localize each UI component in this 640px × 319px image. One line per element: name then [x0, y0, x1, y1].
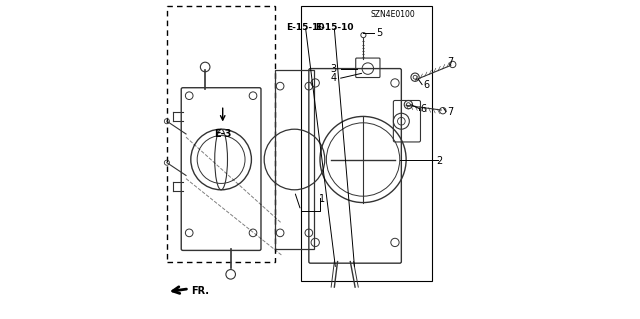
- Text: 7: 7: [447, 57, 454, 67]
- Text: 6: 6: [420, 104, 427, 114]
- Text: E-15-10: E-15-10: [315, 23, 354, 32]
- Text: 6: 6: [424, 80, 430, 91]
- Text: 4: 4: [330, 73, 337, 83]
- Text: 1: 1: [319, 194, 324, 204]
- Text: 3: 3: [330, 63, 337, 74]
- Text: 2: 2: [436, 156, 443, 166]
- Text: FR.: FR.: [191, 286, 209, 296]
- Text: 7: 7: [447, 107, 454, 117]
- Text: E-3: E-3: [214, 129, 232, 139]
- Text: SZN4E0100: SZN4E0100: [371, 10, 416, 19]
- Text: E-15-10: E-15-10: [286, 23, 325, 32]
- Text: 5: 5: [376, 28, 382, 39]
